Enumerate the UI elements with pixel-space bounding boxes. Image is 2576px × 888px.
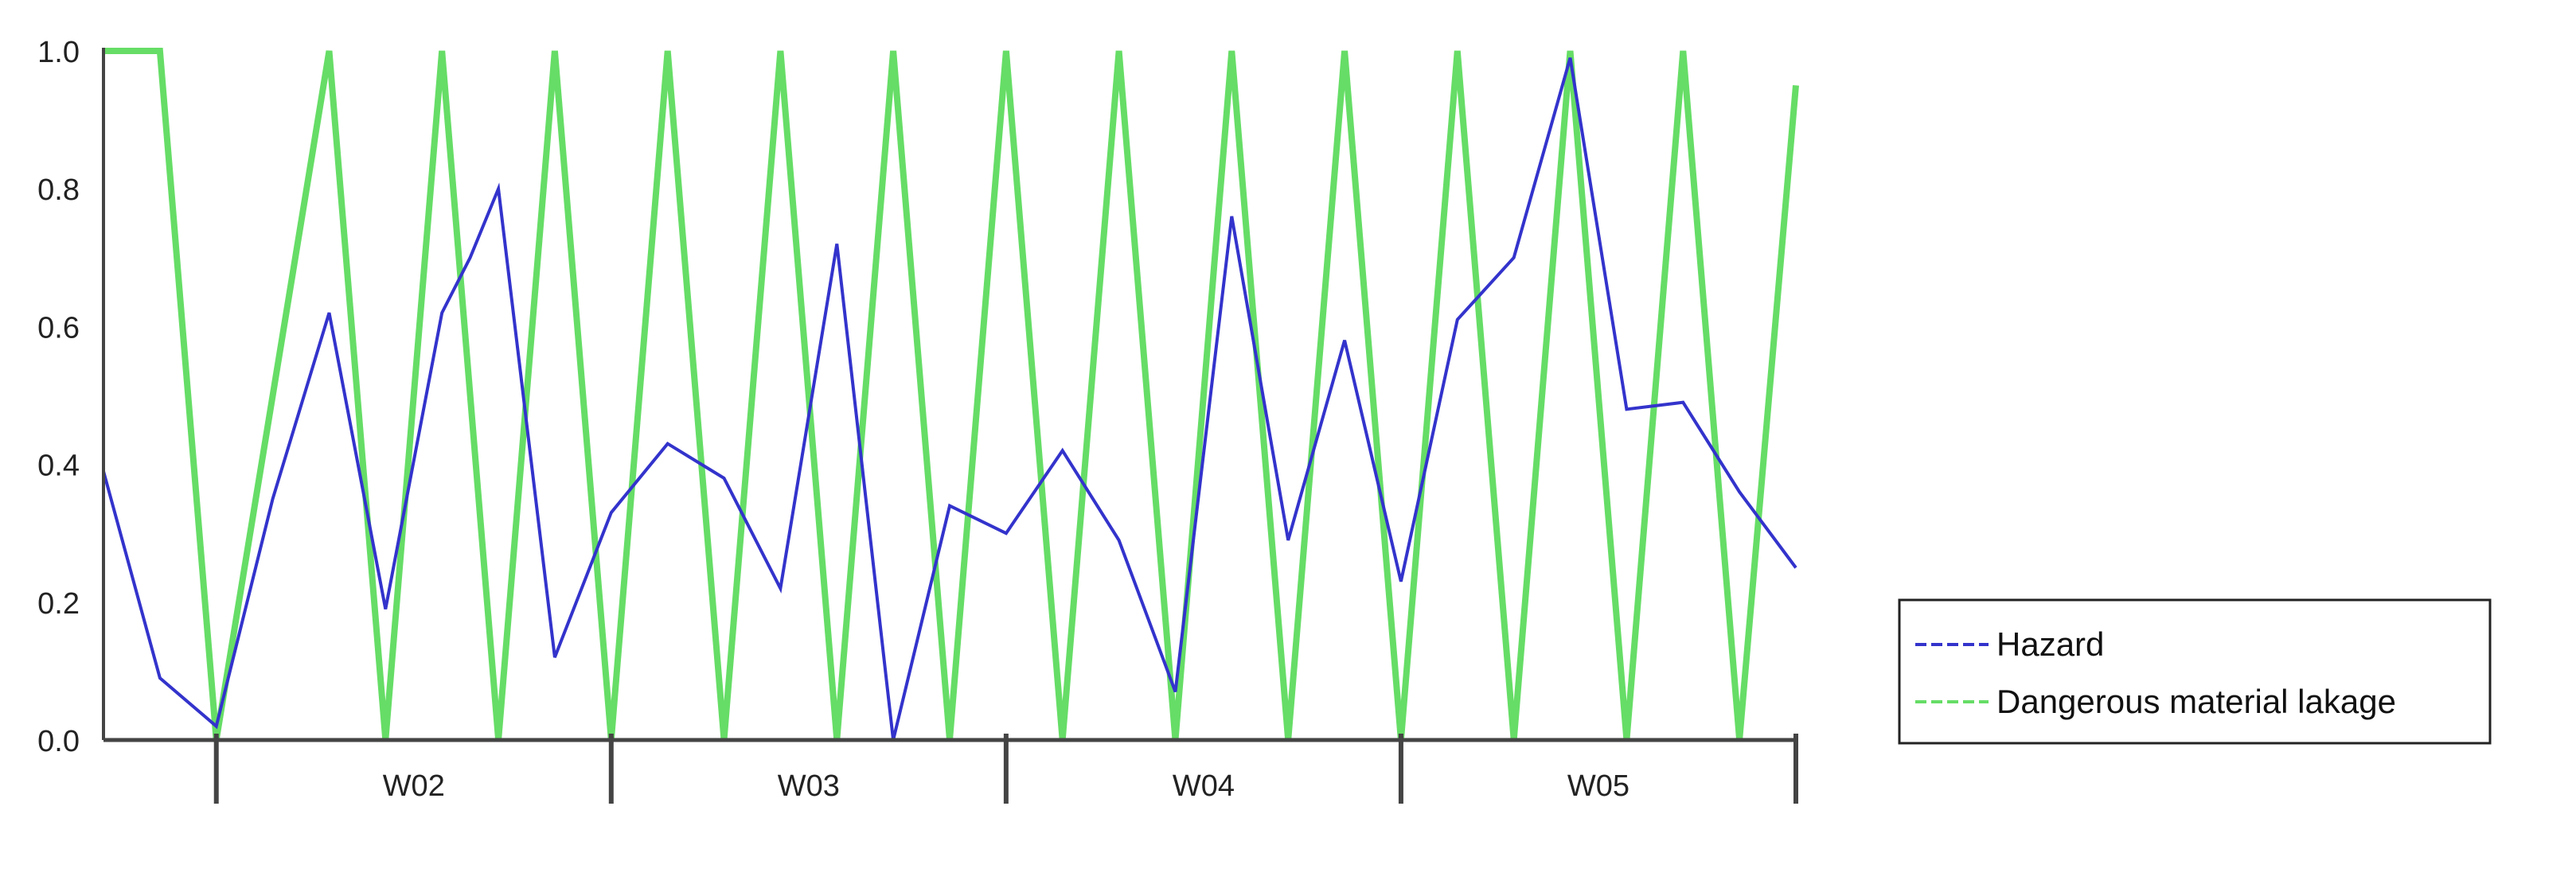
legend-box: [1898, 598, 2492, 745]
legend-label: Hazard: [1996, 625, 2104, 663]
x-category-label: W04: [1173, 769, 1235, 803]
y-tick-label: 1.0: [37, 36, 80, 69]
x-category-label: W02: [383, 769, 445, 803]
x-category-label: W03: [778, 769, 840, 803]
x-category-labels: W02 W03 W04 W05: [383, 769, 1630, 803]
y-tick-label: 0.0: [37, 725, 80, 758]
plot-lines: [102, 48, 1799, 741]
y-tick-label: 0.4: [37, 450, 80, 483]
y-tick-label: 0.8: [37, 173, 80, 207]
x-category-label: W05: [1567, 769, 1630, 803]
series-line-hazard: [102, 57, 1797, 741]
y-tick-labels: 0.0 0.2 0.4 0.6 0.8 1.0: [37, 36, 80, 758]
y-tick-label: 0.6: [37, 311, 80, 345]
series-line-dangerous-material-lakage: [103, 48, 1799, 741]
legend: Hazard Dangerous material lakage: [1898, 598, 2492, 745]
y-tick-label: 0.2: [37, 587, 80, 621]
legend-label: Dangerous material lakage: [1996, 683, 2396, 720]
axes: [102, 48, 1798, 804]
